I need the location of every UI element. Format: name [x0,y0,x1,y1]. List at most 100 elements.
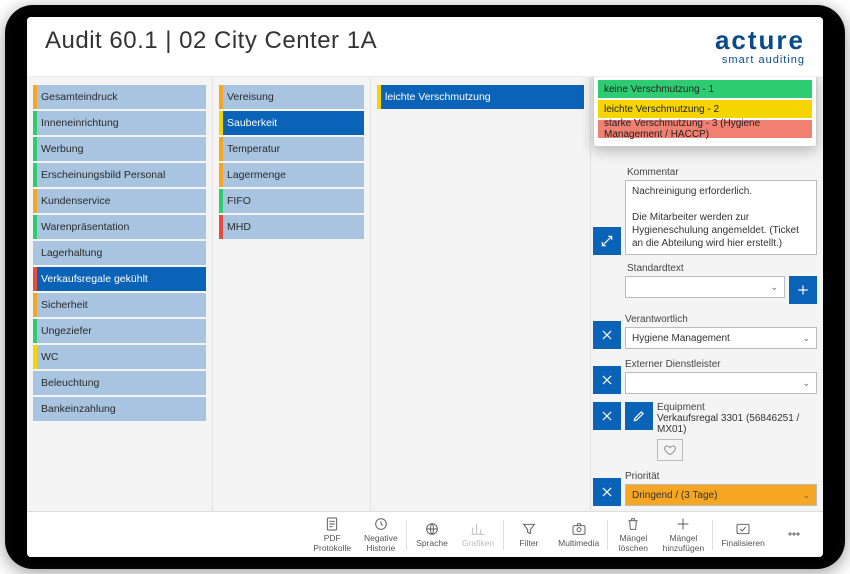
toolbar-multimedia-button[interactable]: Multimedia [552,519,606,550]
chevron-down-icon: ⌄ [802,490,810,501]
category-item[interactable]: Bankeinzahlung [33,397,206,421]
equipment-box: Equipment Verkaufsregal 3301 (56846251 /… [657,402,817,461]
rating-option[interactable]: keine Verschmutzung - 1 [598,80,812,98]
category-label: Lagerhaltung [37,247,102,259]
criterion-label: Vereisung [223,91,274,103]
rating-option[interactable]: starke Verschmutzung - 3 (Hygiene Manage… [598,120,812,138]
standardtext-select[interactable]: ⌄ [625,276,785,298]
toolbar-label: Finalisieren [721,539,764,548]
category-label: Verkaufsregale gekühlt [37,273,148,285]
toolbar-filter-button[interactable]: Filter [506,519,552,550]
category-label: Kundenservice [37,195,110,207]
external-clear-button[interactable] [593,366,621,394]
category-label: Erscheinungsbild Personal [37,169,165,181]
category-label: Beleuchtung [37,377,99,389]
chevron-down-icon: ⌄ [770,282,778,293]
toolbar-label: Sprache [416,539,448,548]
category-label: Werbung [37,143,83,155]
criterion-label: Sauberkeit [223,117,277,129]
criterion-item[interactable]: Vereisung [219,85,364,109]
detail-body: Kommentar Nachreinigung erforderlich. Di… [591,163,823,511]
equipment-label: Equipment [657,402,817,413]
category-item[interactable]: Werbung [33,137,206,161]
toolbar-pdf-button[interactable]: PDFProtokolle [307,514,358,555]
column-criteria: Vereisung Sauberkeit Temperatur Lagermenge F… [213,77,371,511]
page-title: Audit 60.1 | 02 City Center 1A [45,27,377,55]
toolbar-separator [406,520,407,550]
equipment-clear-button[interactable] [593,402,621,430]
criterion-item[interactable]: Temperatur [219,137,364,161]
category-item[interactable]: Kundenservice [33,189,206,213]
column-categories: Gesamteindruck Inneneinrichtung Werbung Ers… [27,77,213,511]
external-label: Externer Dienstleister [625,359,817,370]
category-item[interactable]: Inneneinrichtung [33,111,206,135]
category-label: Inneneinrichtung [37,117,119,129]
criterion-label: FIFO [223,195,251,207]
chevron-down-icon: ⌄ [802,378,810,389]
category-item[interactable]: Erscheinungsbild Personal [33,163,206,187]
external-select[interactable]: ⌄ [625,372,817,394]
criterion-item[interactable]: Lagermenge [219,163,364,187]
rating-option[interactable]: leichte Verschmutzung - 2 [598,100,812,118]
header: Audit 60.1 | 02 City Center 1A acture sm… [27,17,823,77]
category-label: Gesamteindruck [37,91,117,103]
brand-top: acture [715,27,805,53]
criterion-label: Lagermenge [223,169,286,181]
category-label: Ungeziefer [37,325,92,337]
equipment-edit-button[interactable] [625,402,653,430]
chevron-down-icon: ⌄ [802,333,810,344]
criterion-label: Temperatur [223,143,280,155]
equipment-value: Verkaufsregal 3301 (56846251 / MX01) [657,413,817,435]
toolbar-add-button[interactable]: Mängelhinzufügen [656,514,710,555]
finding-label: leichte Verschmutzung [381,91,491,103]
toolbar: PDFProtokolleNegativeHistorie Sprache Graf… [27,511,823,557]
criterion-item[interactable]: MHD [219,215,364,239]
priority-label: Priorität [625,471,817,482]
toolbar-separator [712,520,713,550]
responsible-select[interactable]: Hygiene Management ⌄ [625,327,817,349]
priority-clear-button[interactable] [593,478,621,506]
category-item[interactable]: Verkaufsregale gekühlt [33,267,206,291]
toolbar-label: Grafiken [462,539,494,548]
brand-logo: acture smart auditing [715,27,805,66]
category-item[interactable]: Beleuchtung [33,371,206,395]
column-detail: keine Verschmutzung - 1 leichte Verschmut… [591,77,823,511]
toolbar-label: Multimedia [558,539,599,548]
priority-value: Dringend / (3 Tage) [632,490,717,501]
category-item[interactable]: WC [33,345,206,369]
criterion-item[interactable]: Sauberkeit [219,111,364,135]
responsible-value: Hygiene Management [632,333,730,344]
tablet-frame: Audit 60.1 | 02 City Center 1A acture sm… [5,5,845,569]
toolbar-language-button[interactable]: Sprache [409,519,455,550]
responsible-clear-button[interactable] [593,321,621,349]
category-label: Warenpräsentation [37,221,129,233]
category-label: WC [37,351,59,363]
finding-item[interactable]: leichte Verschmutzung [377,85,584,109]
expand-button[interactable] [593,227,621,255]
toolbar-history-button[interactable]: NegativeHistorie [357,514,404,555]
toolbar-separator [503,520,504,550]
favourite-button[interactable] [657,439,683,461]
standardtext-add-button[interactable] [789,276,817,304]
toolbar-delete-button[interactable]: Mängellöschen [610,514,656,555]
category-item[interactable]: Warenpräsentation [33,215,206,239]
column-findings: leichte Verschmutzung [371,77,591,511]
rating-popup: keine Verschmutzung - 1 leichte Verschmut… [593,77,817,147]
comment-label: Kommentar [627,167,817,178]
toolbar-more-button[interactable] [771,524,817,546]
toolbar-label2: Historie [366,544,395,553]
comment-textarea[interactable]: Nachreinigung erforderlich. Die Mitarbei… [625,180,817,255]
toolbar-finalize-button[interactable]: Finalisieren [715,519,771,550]
category-item[interactable]: Lagerhaltung [33,241,206,265]
priority-select[interactable]: Dringend / (3 Tage) ⌄ [625,484,817,506]
category-item[interactable]: Sicherheit [33,293,206,317]
toolbar-label2: hinzufügen [663,544,705,553]
category-item[interactable]: Ungeziefer [33,319,206,343]
brand-sub: smart auditing [715,55,805,66]
toolbar-label2: löschen [619,544,648,553]
category-label: Bankeinzahlung [37,403,116,415]
main-area: Gesamteindruck Inneneinrichtung Werbung Ers… [27,77,823,511]
category-item[interactable]: Gesamteindruck [33,85,206,109]
criterion-item[interactable]: FIFO [219,189,364,213]
toolbar-label: Filter [519,539,538,548]
